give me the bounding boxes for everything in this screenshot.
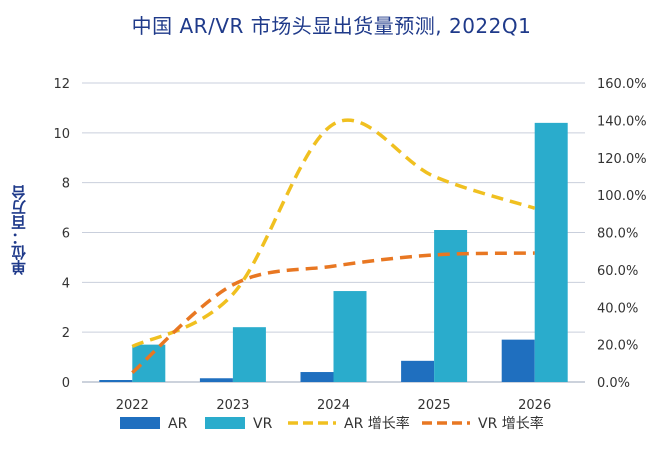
y-tick-label: 0 — [62, 376, 70, 391]
y2-tick-label: 80.0% — [597, 227, 638, 242]
legend-label: AR 增长率 — [344, 415, 410, 432]
line-vr-growth — [131, 251, 535, 374]
y2-tick-label: 100.0% — [597, 189, 647, 204]
legend-label: VR — [253, 416, 273, 432]
x-tick-label: 2025 — [418, 398, 451, 413]
y-tick-label: 2 — [62, 326, 70, 341]
bar-vr — [333, 291, 367, 382]
x-tick-label: 2022 — [116, 398, 149, 413]
bar-ar — [401, 360, 435, 382]
legend-label: AR — [168, 416, 188, 432]
legend-label: VR 增长率 — [478, 415, 544, 432]
x-tick-label: 2024 — [317, 398, 350, 413]
chart-title: 中国 AR/VR 市场头显出货量预测, 2022Q1 — [131, 14, 532, 38]
x-tick-label: 2026 — [518, 398, 551, 413]
legend-swatch — [205, 417, 245, 429]
bar-ar — [300, 372, 334, 382]
x-tick-label: 2023 — [216, 398, 249, 413]
y-tick-label: 4 — [62, 276, 70, 291]
bar-ar — [99, 380, 133, 382]
line-ar-growth — [131, 118, 536, 349]
y2-tick-label: 160.0% — [597, 77, 647, 92]
y2-tick-label: 140.0% — [597, 114, 647, 129]
y2-tick-label: 120.0% — [597, 152, 647, 167]
y-tick-label: 8 — [62, 177, 70, 192]
bar-vr — [534, 122, 568, 382]
bar-ar — [199, 378, 233, 382]
y2-tick-label: 20.0% — [597, 339, 638, 354]
y-tick-label: 12 — [53, 77, 70, 92]
y2-tick-label: 60.0% — [597, 264, 638, 279]
y2-tick-label: 40.0% — [597, 301, 638, 316]
y-tick-label: 10 — [53, 127, 70, 142]
y2-tick-label: 0.0% — [597, 376, 630, 391]
bar-vr — [232, 327, 266, 382]
bar-vr — [132, 344, 166, 382]
legend-swatch — [120, 417, 160, 429]
y-tick-label: 6 — [62, 227, 70, 242]
bar-ar — [501, 339, 535, 382]
